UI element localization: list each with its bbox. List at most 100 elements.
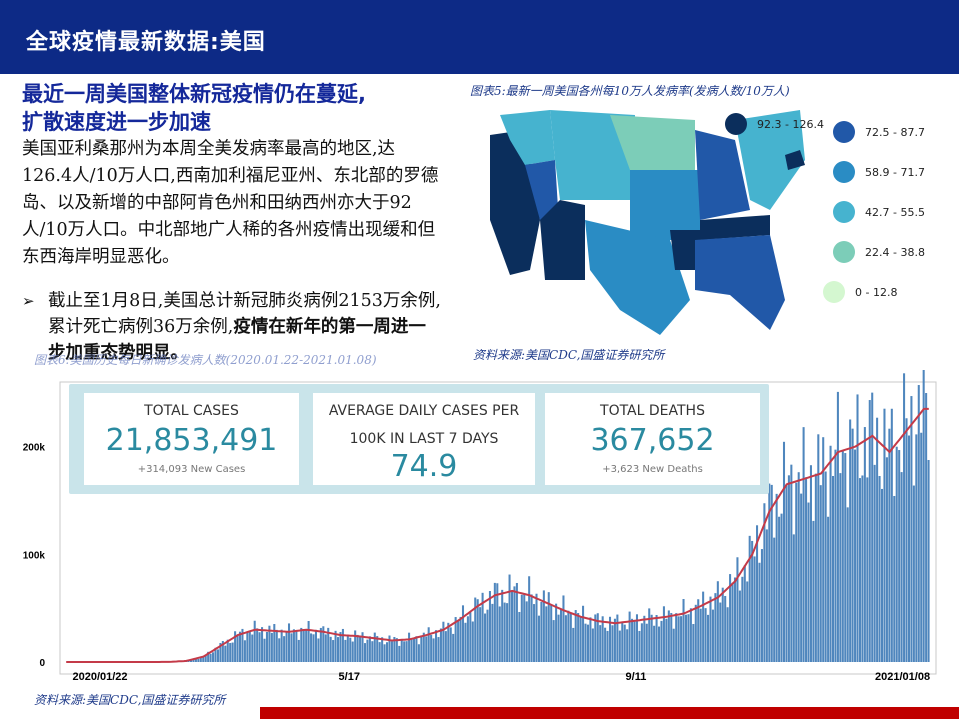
daily-cases-bar xyxy=(324,634,327,662)
daily-cases-bar xyxy=(464,622,467,662)
daily-cases-bar xyxy=(626,629,629,662)
daily-cases-bar xyxy=(261,627,264,662)
daily-cases-bar xyxy=(917,385,920,662)
daily-cases-bar xyxy=(800,493,803,662)
daily-cases-bar xyxy=(694,604,697,662)
daily-cases-bar xyxy=(283,636,286,662)
map-region-texas xyxy=(585,220,690,335)
daily-cases-bar xyxy=(386,642,389,662)
daily-cases-bar xyxy=(854,449,857,662)
daily-cases-bar xyxy=(486,609,489,662)
daily-cases-bar xyxy=(398,645,401,662)
chart-bars xyxy=(153,370,930,662)
daily-cases-bar xyxy=(351,641,354,662)
daily-cases-bar xyxy=(371,641,374,662)
daily-cases-bar xyxy=(234,631,237,662)
daily-cases-bar xyxy=(336,637,340,662)
daily-cases-bar xyxy=(319,627,322,662)
daily-cases-bar xyxy=(236,635,239,662)
daily-cases-bar xyxy=(912,485,915,662)
daily-cases-bar xyxy=(461,605,465,662)
daily-cases-bar xyxy=(760,549,763,662)
daily-cases-bar xyxy=(628,611,631,662)
daily-cases-bar xyxy=(707,614,710,662)
daily-cases-bar xyxy=(586,624,589,662)
daily-cases-bar xyxy=(756,525,759,662)
daily-cases-bar xyxy=(341,628,344,662)
legend-swatch xyxy=(833,201,855,223)
daily-cases-bar xyxy=(496,583,499,662)
us-map-graphic xyxy=(490,110,805,335)
y-tick-label: 200k xyxy=(23,443,46,454)
daily-cases-bar xyxy=(275,629,278,662)
daily-cases-bar xyxy=(403,641,406,662)
daily-cases-bar xyxy=(346,635,349,662)
daily-cases-bar xyxy=(574,610,577,662)
daily-cases-bar xyxy=(839,473,842,662)
us-incidence-map: 92.3 - 126.4 72.5 - 87.7 58.9 - 71.7 42.7 -… xyxy=(470,100,950,340)
daily-cases-bar xyxy=(704,608,707,662)
daily-cases-bar xyxy=(726,607,729,662)
daily-cases-bar xyxy=(684,614,688,662)
daily-cases-bar xyxy=(229,643,232,662)
daily-cases-bar xyxy=(662,606,665,662)
headline-line-2: 扩散速度进一步加速 xyxy=(22,110,211,134)
legend-label: 58.9 - 71.7 xyxy=(865,165,925,179)
daily-cases-bar xyxy=(729,574,732,662)
daily-cases-bar xyxy=(611,625,614,662)
daily-cases-bar xyxy=(650,614,653,662)
legend-item: 72.5 - 87.7 xyxy=(833,121,925,143)
map-region-northwest xyxy=(500,110,555,165)
daily-cases-bar xyxy=(616,614,619,662)
daily-cases-bar xyxy=(858,478,861,662)
daily-cases-bar xyxy=(822,437,825,662)
daily-cases-bar xyxy=(631,618,634,662)
daily-cases-bar xyxy=(302,629,305,662)
daily-cases-bar xyxy=(459,616,462,662)
daily-cases-bar xyxy=(317,638,320,662)
daily-cases-bar xyxy=(528,576,531,662)
chart-source: 资料来源:美国CDC,国盛证券研究所 xyxy=(34,693,226,707)
daily-cases-bar xyxy=(493,582,496,662)
average-value: 74.9 xyxy=(390,449,458,484)
legend-item: 0 - 12.8 xyxy=(823,281,897,303)
map-source: 资料来源:美国CDC,国盛证券研究所 xyxy=(473,348,665,362)
daily-cases-bar xyxy=(841,451,844,662)
daily-cases-bar xyxy=(596,613,599,662)
daily-cases-bar xyxy=(851,428,854,662)
daily-cases-bar xyxy=(221,641,224,662)
daily-cases-bar xyxy=(785,485,788,662)
header-bar: 全球疫情最新数据:美国 xyxy=(0,0,959,74)
daily-cases-bar xyxy=(290,633,293,662)
daily-cases-bar xyxy=(608,616,612,662)
daily-cases-bar xyxy=(817,434,820,662)
daily-cases-bar xyxy=(846,507,849,662)
daily-cases-bar xyxy=(334,630,337,662)
daily-cases-bar xyxy=(484,613,487,662)
map-region-tennessee xyxy=(700,215,770,240)
legend-item: 42.7 - 55.5 xyxy=(833,201,925,223)
legend-label: 0 - 12.8 xyxy=(855,285,898,299)
daily-cases-bar xyxy=(349,637,352,662)
chart-frame xyxy=(59,381,937,675)
daily-cases-bar xyxy=(503,602,506,662)
daily-cases-bar xyxy=(699,608,702,662)
daily-cases-bar xyxy=(579,617,582,662)
daily-cases-bar xyxy=(915,434,918,662)
daily-cases-bar xyxy=(824,471,827,662)
daily-cases-bar xyxy=(305,630,308,662)
total-deaths-sub: +3,623 New Deaths xyxy=(602,464,703,475)
daily-cases-bar xyxy=(594,614,597,662)
bullet-text-bold: 疫情在新年的第一周进一步加重态势明显。 xyxy=(48,317,426,363)
daily-cases-bar xyxy=(501,589,504,662)
daily-cases-bar xyxy=(861,475,864,662)
daily-cases-bar xyxy=(457,621,460,662)
daily-cases-bar xyxy=(437,637,440,662)
daily-cases-bar xyxy=(476,599,479,662)
daily-cases-bar xyxy=(807,502,810,662)
daily-cases-bar xyxy=(243,640,246,662)
daily-cases-bar xyxy=(449,627,452,662)
daily-cases-bar xyxy=(746,581,749,662)
daily-cases-bar xyxy=(692,624,695,662)
daily-cases-bar xyxy=(312,634,315,662)
